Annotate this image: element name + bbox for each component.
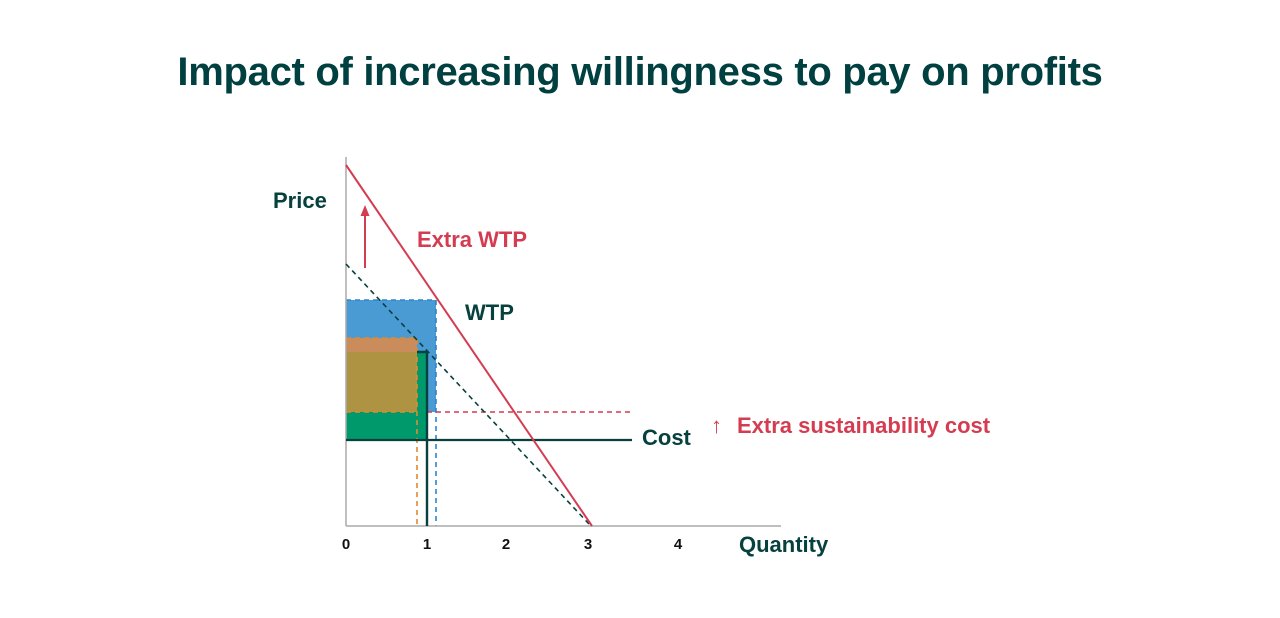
x-tick-label: 1: [423, 536, 431, 553]
quantity-marker-line: [417, 350, 429, 526]
extra-wtp-demand-line: [345, 164, 593, 527]
extra-wtp-label: Extra WTP: [417, 227, 527, 252]
profit-area-green-bottom: [346, 412, 427, 440]
extra-cost-label: Extra sustainability cost: [737, 413, 991, 438]
x-tick-label: 4: [674, 536, 683, 553]
y-axis-label: Price: [273, 188, 327, 213]
orange-dashed-box: [346, 337, 418, 526]
cost-label: Cost: [642, 425, 692, 450]
wtp-increase-arrow-icon: [360, 205, 370, 268]
chart-title: Impact of increasing willingness to pay …: [177, 50, 1103, 94]
x-tick-label: 2: [502, 536, 510, 553]
x-tick-label: 3: [584, 536, 592, 553]
extra-cost-arrow-icon: ↑: [711, 413, 722, 438]
x-axis-label: Quantity: [739, 532, 829, 557]
profit-area-green-strip: [417, 352, 427, 440]
blue-dashed-box: [346, 299, 437, 526]
wtp-label: WTP: [465, 300, 514, 325]
x-tick-label: 0: [342, 536, 350, 553]
profit-area-olive: [346, 352, 417, 412]
